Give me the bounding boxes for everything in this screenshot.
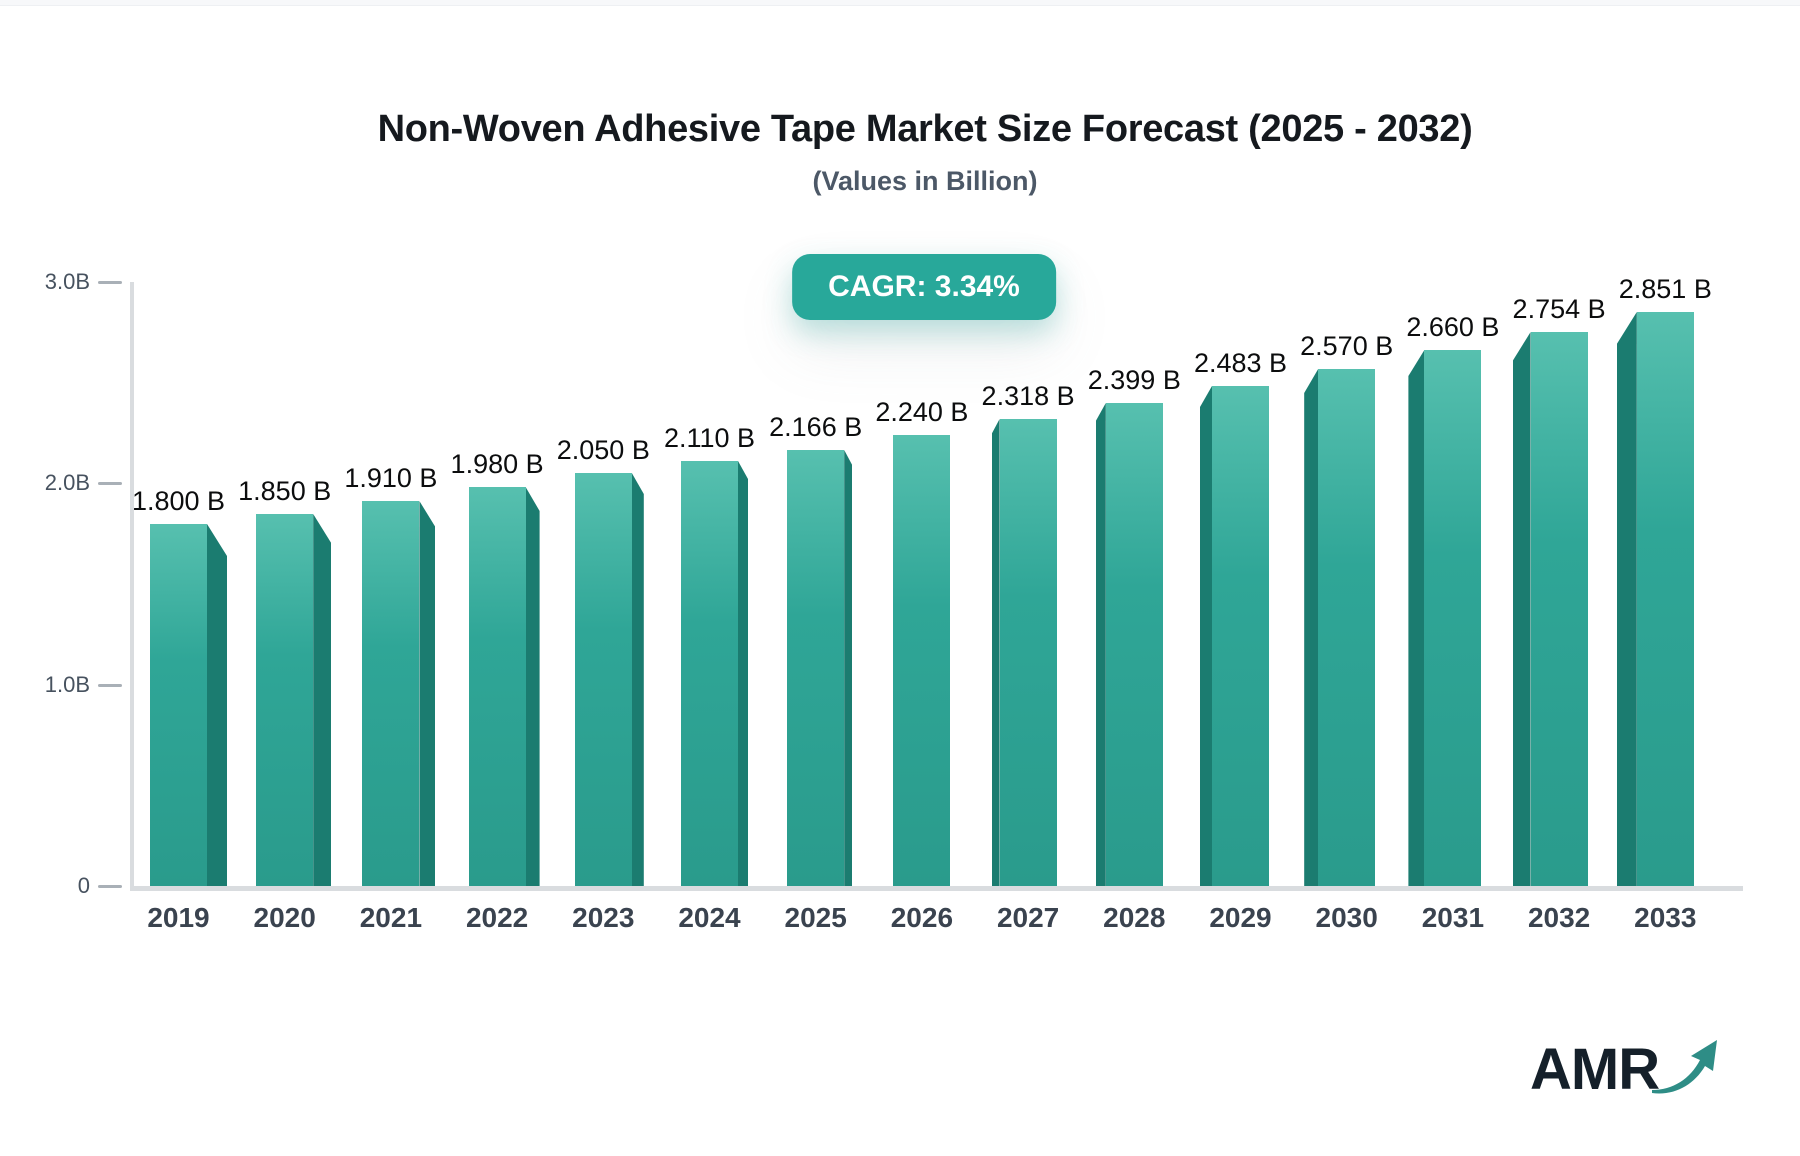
x-axis-label: 2027 <box>996 902 1060 933</box>
x-axis-label: 2020 <box>253 902 316 933</box>
bar-side-face <box>313 514 332 886</box>
chart-title: Non-Woven Adhesive Tape Market Size Fore… <box>377 108 1473 150</box>
bar-value-label: 2.570 B <box>1300 331 1394 361</box>
growth-arrow-icon <box>1652 1039 1718 1093</box>
bar-value-label: 2.166 B <box>769 412 863 442</box>
x-axis-label: 2024 <box>678 902 741 933</box>
bar <box>1318 369 1376 886</box>
x-axis-label: 2022 <box>465 902 529 933</box>
x-axis-label: 2031 <box>1421 902 1485 933</box>
x-axis-line <box>130 886 1743 891</box>
bar <box>1212 386 1269 886</box>
bar-value-label: 1.850 B <box>238 476 332 506</box>
amr-logo-text: AMR <box>1530 1037 1660 1102</box>
bar <box>468 487 526 886</box>
bar <box>1636 312 1694 886</box>
bar-value-label: 2.754 B <box>1512 294 1606 324</box>
bar-side-face <box>1304 369 1319 886</box>
bar-value-label: 2.399 B <box>1087 365 1181 395</box>
bar-side-face <box>1095 403 1106 886</box>
y-axis-line <box>130 282 134 890</box>
bar <box>574 473 632 886</box>
amr-logo: AMR <box>1530 1036 1719 1103</box>
y-axis-tick <box>98 482 122 486</box>
bar-value-label: 2.483 B <box>1193 348 1288 378</box>
y-axis-tick-label: 3.0B <box>44 269 90 294</box>
x-axis-label: 2029 <box>1209 902 1272 933</box>
y-axis-tick <box>98 683 122 687</box>
bar <box>681 461 738 886</box>
bar <box>1105 403 1163 886</box>
y-axis-tick-label: 2.0B <box>44 470 90 496</box>
bar <box>256 514 314 886</box>
bar-side-face <box>207 524 227 886</box>
bar-value-label: 1.980 B <box>450 449 544 479</box>
bar <box>893 435 951 886</box>
cagr-badge: CAGR: 3.34% <box>792 254 1056 320</box>
bar-value-label: 2.110 B <box>663 423 756 453</box>
bar-side-face <box>525 487 540 886</box>
x-axis-label: 2019 <box>147 902 210 933</box>
y-axis-tick <box>98 281 122 284</box>
bar <box>362 501 420 886</box>
bar-value-label: 1.910 B <box>344 463 438 493</box>
y-axis-tick <box>98 885 122 888</box>
bar-side-face <box>844 450 853 886</box>
bar-side-face <box>1512 332 1531 886</box>
bar-value-label: 2.660 B <box>1406 312 1500 342</box>
bar-value-label: 2.050 B <box>556 435 650 465</box>
x-axis-label: 2032 <box>1527 902 1591 933</box>
bar-side-face <box>631 473 644 886</box>
bar-side-face <box>1408 350 1425 886</box>
bar-value-label: 2.318 B <box>981 381 1075 411</box>
bar-value-label: 1.800 B <box>131 486 226 516</box>
x-axis-label: 2030 <box>1315 902 1378 933</box>
bar <box>1424 350 1482 886</box>
bar-side-face <box>419 501 436 886</box>
top-strip <box>0 0 1800 6</box>
bar-value-label: 2.240 B <box>875 397 969 427</box>
x-axis-label: 2025 <box>784 902 847 933</box>
bar-side-face <box>991 419 1000 886</box>
x-axis-label: 2026 <box>890 902 954 933</box>
bar <box>787 450 845 886</box>
bar <box>999 419 1057 886</box>
bar-side-face <box>1200 386 1212 886</box>
x-axis-label: 2028 <box>1103 902 1166 933</box>
y-axis-tick-label: 1.0B <box>44 671 90 697</box>
y-axis-tick-label: 0 <box>77 873 90 898</box>
bar-value-label: 2.851 B <box>1618 274 1712 304</box>
x-axis-label: 2021 <box>359 902 423 933</box>
bar <box>1530 332 1588 886</box>
bar-side-face <box>1616 312 1637 886</box>
x-axis-label: 2023 <box>572 902 635 933</box>
chart-subtitle: (Values in Billion) <box>812 166 1038 196</box>
x-axis-label: 2033 <box>1634 902 1697 933</box>
bar-side-face <box>738 461 748 886</box>
bar <box>150 524 207 886</box>
